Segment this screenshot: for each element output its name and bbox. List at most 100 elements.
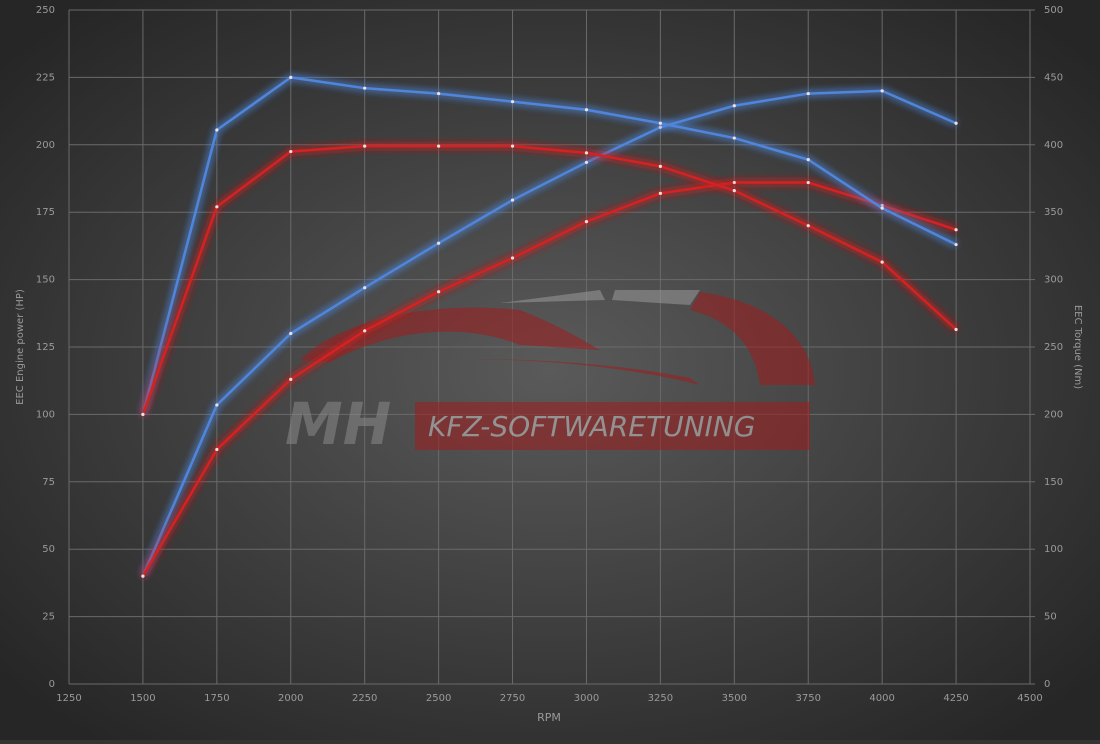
y2-tick-label: 100 <box>1044 544 1063 555</box>
y2-tick-label: 500 <box>1044 5 1063 16</box>
data-point <box>584 108 589 112</box>
data-point <box>732 136 736 140</box>
y-tick-label: 225 <box>36 72 55 83</box>
data-point <box>289 331 293 336</box>
data-point <box>584 220 589 224</box>
data-point <box>215 403 219 407</box>
y2-tick-label: 450 <box>1044 72 1063 83</box>
x-tick-label: 3500 <box>722 693 747 704</box>
x-tick-label: 4250 <box>943 693 968 704</box>
data-point <box>658 125 662 129</box>
car-rear <box>690 292 815 385</box>
data-point <box>806 158 810 162</box>
y-tick-label: 200 <box>36 140 55 151</box>
y2-tick-label: 250 <box>1044 342 1063 353</box>
y2-tick-label: 50 <box>1044 612 1057 623</box>
data-point <box>363 144 367 148</box>
y-axis-label: EEC Engine power (HP) <box>15 289 26 405</box>
data-point <box>954 228 958 232</box>
x-tick-label: 4000 <box>869 693 894 704</box>
data-point <box>880 89 884 93</box>
data-point <box>732 104 736 108</box>
data-point <box>954 242 958 247</box>
grid: 0255075100125150175200225250050100150200… <box>36 5 1063 704</box>
x-tick-label: 2750 <box>500 693 525 704</box>
y2-tick-label: 150 <box>1044 477 1063 488</box>
data-point <box>289 75 293 79</box>
data-point <box>732 189 736 193</box>
data-point <box>141 574 145 578</box>
y2-tick-label: 0 <box>1044 679 1050 690</box>
watermark-text: KFZ-SOFTWARETUNING <box>428 410 755 443</box>
y-tick-label: 0 <box>49 679 55 690</box>
data-point <box>437 290 441 294</box>
y-tick-label: 175 <box>36 207 55 218</box>
x-tick-label: 3750 <box>796 693 821 704</box>
series-line <box>141 76 957 415</box>
y-tick-label: 50 <box>42 544 55 555</box>
data-point <box>806 91 810 96</box>
y-tick-label: 100 <box>36 409 55 420</box>
y-tick-label: 250 <box>36 5 55 16</box>
y2-tick-label: 300 <box>1044 275 1063 286</box>
data-point <box>954 327 958 332</box>
data-point <box>510 100 515 104</box>
x-tick-label: 3250 <box>648 693 673 704</box>
data-point <box>510 256 515 260</box>
x-tick-label: 1250 <box>56 693 81 704</box>
y-tick-label: 25 <box>42 612 55 623</box>
x-tick-label: 4500 <box>1017 693 1042 704</box>
y2-tick-label: 350 <box>1044 207 1063 218</box>
data-point <box>215 447 219 452</box>
data-point <box>658 164 662 168</box>
data-point <box>806 180 810 185</box>
data-point <box>215 205 219 209</box>
series-line <box>141 144 957 415</box>
data-point <box>363 329 367 333</box>
car-roof <box>500 290 700 305</box>
y-tick-label: 75 <box>42 477 55 488</box>
data-point <box>363 286 367 290</box>
watermark-logo: MH <box>285 390 391 458</box>
lines <box>141 75 958 578</box>
y-tick-label: 150 <box>36 275 55 286</box>
data-point <box>954 121 958 125</box>
data-point <box>289 149 293 154</box>
car-line <box>380 358 700 385</box>
x-tick-label: 1500 <box>130 693 155 704</box>
x-tick-label: 3000 <box>574 693 599 704</box>
x-tick-label: 2000 <box>278 693 303 704</box>
y-tick-label: 125 <box>36 342 55 353</box>
data-point <box>806 224 810 228</box>
y2-tick-label: 400 <box>1044 140 1063 151</box>
car-shape <box>300 307 600 362</box>
data-point <box>880 206 884 210</box>
series-line <box>141 89 957 577</box>
data-point <box>289 377 293 381</box>
watermark: MH KFZ-SOFTWARETUNING <box>285 290 815 458</box>
x-axis-label: RPM <box>537 711 561 724</box>
data-point <box>658 191 662 195</box>
data-point <box>658 121 662 125</box>
data-point <box>510 144 515 148</box>
data-point <box>584 151 589 155</box>
data-point <box>732 180 736 185</box>
y2-tick-label: 200 <box>1044 409 1063 420</box>
watermark-box <box>415 402 810 450</box>
data-point <box>141 412 145 416</box>
data-point <box>437 144 441 148</box>
x-tick-label: 2500 <box>426 693 451 704</box>
x-tick-label: 2250 <box>352 693 377 704</box>
data-point <box>215 128 219 132</box>
data-point <box>363 86 367 90</box>
y2-axis-label: EEC Torque (Nm) <box>1072 305 1083 389</box>
data-point <box>584 160 589 164</box>
series-line <box>141 181 957 577</box>
data-point <box>880 260 884 264</box>
x-tick-label: 1750 <box>204 693 229 704</box>
data-point <box>437 91 441 96</box>
data-point <box>437 241 441 245</box>
